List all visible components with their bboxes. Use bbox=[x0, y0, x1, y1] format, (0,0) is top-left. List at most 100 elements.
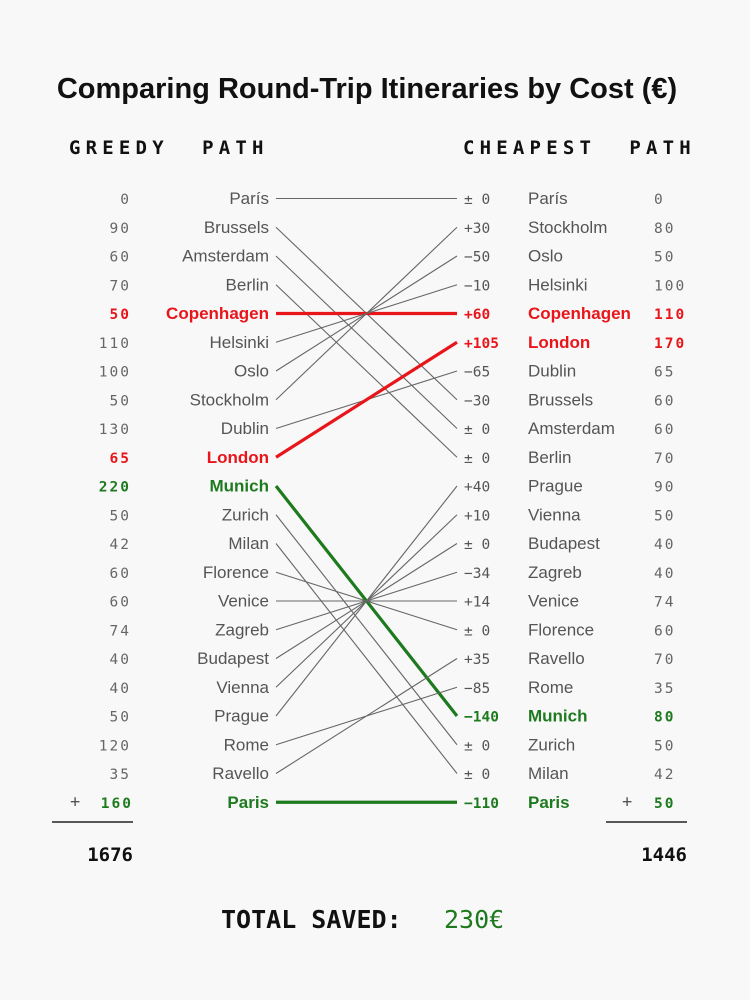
greedy-city-11: Zurich bbox=[222, 505, 269, 524]
greedy-city-1: Brussels bbox=[204, 218, 269, 237]
cheapest-cost-3: 100 bbox=[654, 278, 686, 294]
cheapest-delta-4: +60 bbox=[464, 307, 490, 323]
cheapest-delta-21: −110 bbox=[464, 796, 499, 812]
greedy-cost-0: 0 bbox=[120, 192, 131, 208]
cheapest-cost-18: 80 bbox=[654, 710, 675, 726]
cheapest-cost-2: 50 bbox=[654, 250, 675, 266]
greedy-cost-20: 35 bbox=[110, 767, 131, 783]
cheapest-cost-21: 50 bbox=[654, 796, 675, 812]
greedy-total: 1676 bbox=[87, 844, 133, 866]
cheapest-cost-17: 35 bbox=[654, 681, 675, 697]
cheapest-city-19: Zurich bbox=[528, 735, 575, 754]
greedy-city-13: Florence bbox=[203, 563, 269, 582]
total-saved-label: TOTAL SAVED: bbox=[221, 905, 402, 934]
cheapest-city-12: Budapest bbox=[528, 534, 600, 553]
greedy-cost-16: 40 bbox=[110, 652, 131, 668]
cheapest-delta-3: −10 bbox=[464, 278, 490, 294]
cheapest-city-16: Ravello bbox=[528, 649, 585, 668]
cheapest-delta-11: +10 bbox=[464, 508, 490, 524]
cheapest-cost-13: 40 bbox=[654, 566, 675, 582]
cheapest-delta-16: +35 bbox=[464, 652, 490, 668]
connection-line-20 bbox=[275, 658, 458, 774]
greedy-city-6: Oslo bbox=[234, 362, 269, 381]
cheapest-delta-0: ± 0 bbox=[464, 192, 490, 208]
greedy-city-3: Berlin bbox=[226, 275, 269, 294]
greedy-city-19: Rome bbox=[224, 735, 269, 754]
greedy-cost-14: 60 bbox=[110, 595, 131, 611]
greedy-city-5: Helsinki bbox=[209, 333, 269, 352]
greedy-cost-12: 42 bbox=[110, 537, 131, 553]
cheapest-city-6: Dublin bbox=[528, 362, 576, 381]
cheapest-cost-8: 60 bbox=[654, 422, 675, 438]
cheapest-path-header: CHEAPEST PATH bbox=[463, 137, 696, 159]
cheapest-city-3: Helsinki bbox=[528, 275, 588, 294]
connection-line-7 bbox=[275, 226, 458, 401]
greedy-city-17: Vienna bbox=[216, 678, 269, 697]
cheapest-delta-15: ± 0 bbox=[464, 623, 490, 639]
cheapest-cost-15: 60 bbox=[654, 623, 675, 639]
greedy-city-14: Venice bbox=[218, 592, 269, 611]
chart-rows: 0 París 90 Brussels 60 Amsterdam 70 Berlin 50 Cop… bbox=[99, 189, 686, 812]
greedy-cost-15: 74 bbox=[110, 623, 131, 639]
cheapest-city-7: Brussels bbox=[528, 390, 593, 409]
cheapest-cost-16: 70 bbox=[654, 652, 675, 668]
cheapest-city-17: Rome bbox=[528, 678, 573, 697]
cheapest-city-15: Florence bbox=[528, 620, 594, 639]
cheapest-cost-20: 42 bbox=[654, 767, 675, 783]
greedy-cost-10: 220 bbox=[99, 480, 131, 496]
total-saved-value: 230€ bbox=[444, 905, 504, 934]
cheapest-delta-8: ± 0 bbox=[464, 422, 490, 438]
greedy-cost-1: 90 bbox=[110, 221, 131, 237]
cheapest-delta-17: −85 bbox=[464, 681, 490, 697]
greedy-cost-3: 70 bbox=[110, 278, 131, 294]
greedy-cost-6: 100 bbox=[99, 365, 131, 381]
chart-title: Comparing Round-Trip Itineraries by Cost… bbox=[57, 73, 677, 105]
cheapest-delta-9: ± 0 bbox=[464, 451, 490, 467]
connection-line-9 bbox=[275, 340, 458, 459]
cheapest-delta-20: ± 0 bbox=[464, 767, 490, 783]
greedy-city-4: Copenhagen bbox=[166, 304, 269, 323]
greedy-city-7: Stockholm bbox=[190, 390, 269, 409]
greedy-city-9: London bbox=[207, 448, 269, 467]
cheapest-city-8: Amsterdam bbox=[528, 419, 615, 438]
greedy-city-16: Budapest bbox=[197, 649, 269, 668]
greedy-plus-sign: + bbox=[70, 792, 80, 812]
cheapest-delta-6: −65 bbox=[464, 365, 490, 381]
cheapest-city-9: Berlin bbox=[528, 448, 571, 467]
greedy-city-8: Dublin bbox=[221, 419, 269, 438]
cheapest-delta-1: +30 bbox=[464, 221, 490, 237]
cheapest-cost-10: 90 bbox=[654, 480, 675, 496]
cheapest-cost-14: 74 bbox=[654, 595, 675, 611]
cheapest-delta-5: +105 bbox=[464, 336, 499, 352]
cheapest-cost-9: 70 bbox=[654, 451, 675, 467]
cheapest-delta-12: ± 0 bbox=[464, 537, 490, 553]
cheapest-city-20: Milan bbox=[528, 764, 569, 783]
cheapest-cost-6: 65 bbox=[654, 365, 675, 381]
greedy-cost-8: 130 bbox=[99, 422, 131, 438]
greedy-cost-9: 65 bbox=[110, 451, 131, 467]
cheapest-cost-7: 60 bbox=[654, 393, 675, 409]
greedy-cost-18: 50 bbox=[110, 710, 131, 726]
cheapest-delta-19: ± 0 bbox=[464, 738, 490, 754]
greedy-cost-11: 50 bbox=[110, 508, 131, 524]
greedy-city-15: Zagreb bbox=[215, 620, 269, 639]
connection-line-12 bbox=[275, 543, 458, 774]
cheapest-cost-5: 170 bbox=[654, 336, 686, 352]
cheapest-delta-7: −30 bbox=[464, 393, 490, 409]
connection-line-3 bbox=[275, 284, 458, 458]
cheapest-total: 1446 bbox=[641, 844, 687, 866]
cheapest-city-21: Paris bbox=[528, 793, 570, 812]
greedy-path-header: GREEDY PATH bbox=[69, 137, 269, 159]
connection-line-2 bbox=[275, 255, 458, 429]
greedy-cost-21: 160 bbox=[101, 796, 133, 812]
cheapest-city-2: Oslo bbox=[528, 247, 563, 266]
greedy-cost-13: 60 bbox=[110, 566, 131, 582]
greedy-cost-17: 40 bbox=[110, 681, 131, 697]
cheapest-delta-18: −140 bbox=[464, 710, 499, 726]
greedy-city-18: Prague bbox=[214, 707, 269, 726]
connection-line-11 bbox=[275, 514, 458, 746]
greedy-city-12: Milan bbox=[228, 534, 269, 553]
cheapest-city-10: Prague bbox=[528, 477, 583, 496]
cheapest-city-4: Copenhagen bbox=[528, 304, 631, 323]
